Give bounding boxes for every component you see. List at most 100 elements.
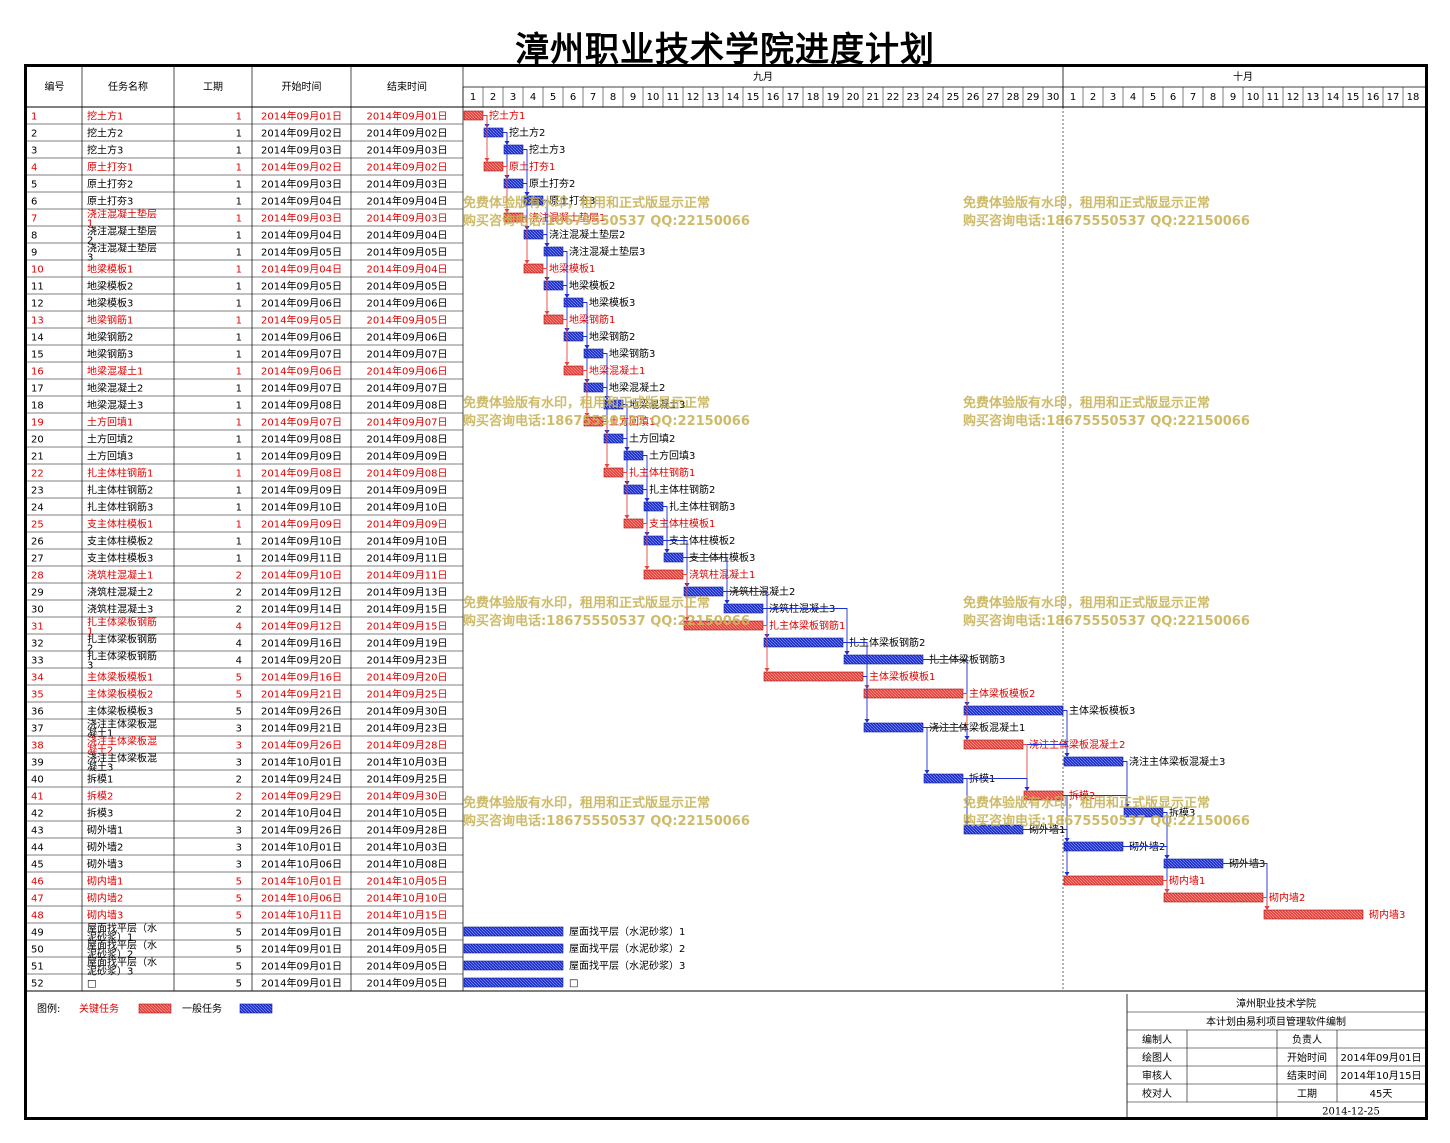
task-name-cont: 泥砂浆）1 [87,931,133,944]
task-end: 2014年09月04日 [367,263,448,276]
dependency-line [663,540,688,585]
task-start: 2014年09月06日 [261,297,342,310]
bar-label: 挖土方2 [509,126,545,139]
task-end: 2014年09月05日 [367,926,448,939]
task-name: 地梁模板1 [87,263,133,276]
task-id: 34 [31,673,44,684]
task-duration: 3 [236,860,242,871]
dependency-arrow [664,549,670,553]
day-label: 18 [1407,92,1420,103]
task-end: 2014年09月02日 [367,127,448,140]
watermark-line1: 免费体验版有水印，租用和正式版显示正常 [463,795,710,811]
task-name: 地梁混凝土1 [87,365,143,378]
task-name: 地梁钢筋2 [87,331,133,344]
normal-task-bar [963,705,1064,716]
task-end: 2014年09月09日 [367,450,448,463]
day-label: 18 [807,92,820,103]
dependency-arrow [1064,753,1070,757]
day-label: 29 [1027,92,1040,103]
task-end: 2014年10月03日 [367,756,448,769]
task-name: 砌外墙1 [87,824,123,837]
dependency-arrow [564,362,570,366]
task-end: 2014年09月03日 [367,212,448,225]
critical-task-bar [603,467,624,478]
bar-label: 地梁混凝土3 [629,398,685,411]
dependency-arrow [524,260,530,264]
normal-task-bar [763,637,844,648]
day-label: 19 [827,92,840,103]
dependency-arrow [964,821,970,825]
task-end: 2014年09月05日 [367,280,448,293]
task-duration: 2 [236,775,242,786]
day-label: 2 [1090,92,1096,103]
task-duration: 5 [236,928,242,939]
task-start: 2014年09月09日 [261,518,342,531]
task-duration: 5 [236,945,242,956]
task-id: 24 [31,503,44,514]
task-start: 2014年09月04日 [261,229,342,242]
column-header: 任务名称 [108,80,148,93]
task-id: 26 [31,537,44,548]
task-duration: 1 [236,146,242,157]
task-duration: 1 [236,452,242,463]
task-name-cont: 1 [87,219,93,230]
task-id: 1 [31,112,37,123]
critical-task-bar [563,365,584,376]
task-name: 土方回填2 [87,433,133,446]
task-duration: 1 [236,231,242,242]
task-duration: 5 [236,877,242,888]
day-label: 27 [987,92,1000,103]
watermark-line2: 购买咨询电话:18675550537 QQ:22150066 [463,613,750,629]
dependency-line [523,149,528,194]
task-name: 屋面找平层（水 [87,939,157,952]
task-start: 2014年09月26日 [261,824,342,837]
task-start: 2014年09月14日 [261,603,342,616]
task-start: 2014年09月05日 [261,246,342,259]
task-start: 2014年09月21日 [261,722,342,735]
infobox-cell: 负责人 [1292,1033,1322,1046]
task-id: 5 [31,180,37,191]
task-name: 原土打夯3 [87,195,133,208]
dependency-arrow [644,566,650,570]
task-name-cont: 3 [87,661,93,672]
task-duration: 1 [236,537,242,548]
task-start: 2014年09月02日 [261,127,342,140]
task-name: 砌内墙1 [87,875,123,888]
task-id: 52 [31,979,44,990]
dependency-line [563,319,568,364]
task-end: 2014年09月11日 [367,552,448,565]
day-label: 11 [667,92,680,103]
task-start: 2014年09月16日 [261,671,342,684]
dependency-line [683,574,688,619]
task-start: 2014年10月11日 [261,909,342,922]
task-end: 2014年09月25日 [367,773,448,786]
task-duration: 1 [236,299,242,310]
task-id: 30 [31,605,44,616]
task-end: 2014年09月07日 [367,416,448,429]
day-label: 7 [1190,92,1196,103]
watermark-line1: 免费体验版有水印，租用和正式版显示正常 [963,595,1210,611]
task-end: 2014年09月23日 [367,722,448,735]
dependency-arrow [1164,889,1170,893]
task-start: 2014年09月01日 [261,943,342,956]
day-label: 12 [687,92,700,103]
bar-label: 砌内墙3 [1369,908,1405,921]
task-id: 27 [31,554,44,565]
task-duration: 5 [236,673,242,684]
task-end: 2014年09月10日 [367,501,448,514]
task-id: 39 [31,758,44,769]
task-end: 2014年09月28日 [367,824,448,837]
task-start: 2014年09月03日 [261,178,342,191]
task-name-cont: 泥砂浆）3 [87,965,133,978]
task-id: 35 [31,690,44,701]
task-name: 浇注主体梁板混 [87,718,157,731]
task-end: 2014年09月02日 [367,161,448,174]
dependency-line [1163,880,1168,891]
normal-task-bar [663,552,684,563]
task-end: 2014年09月30日 [367,705,448,718]
task-id: 12 [31,299,44,310]
task-start: 2014年09月26日 [261,705,342,718]
day-label: 15 [1347,92,1360,103]
task-end: 2014年09月23日 [367,654,448,667]
